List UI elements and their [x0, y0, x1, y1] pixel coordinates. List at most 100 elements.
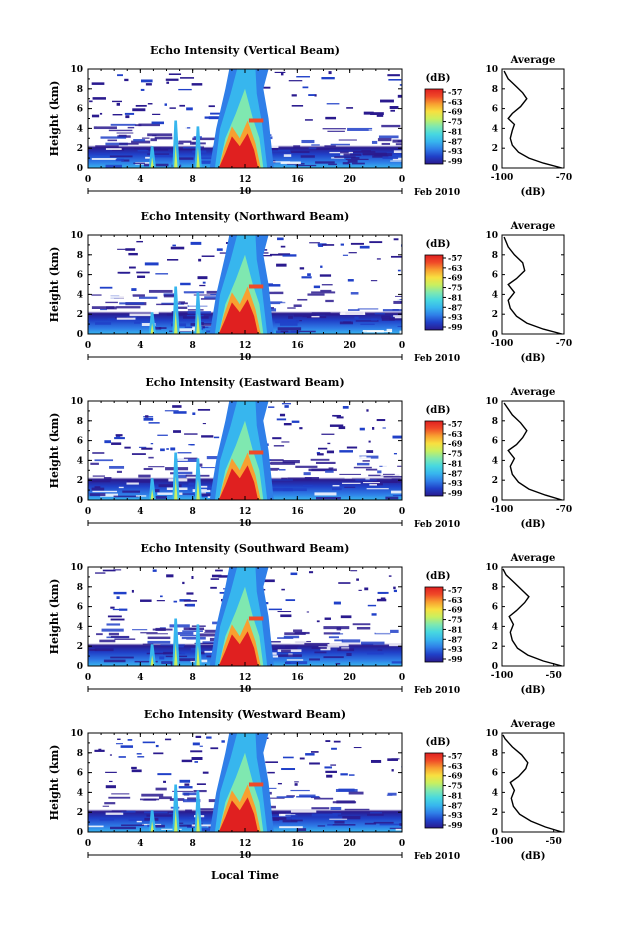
y-axis-label: Height (km): [48, 81, 61, 157]
avg-y-tick-label: 10: [485, 563, 498, 573]
colorbar-tick-label: -69: [448, 107, 463, 117]
colorbar-tick-label: -75: [448, 781, 462, 791]
x-tick-label: 8: [190, 839, 196, 849]
colorbar-tick-label: -75: [448, 449, 462, 459]
x-tick-label: 0: [85, 673, 91, 683]
y-tick-label: 0: [77, 496, 83, 506]
avg-x-tick-label: -70: [556, 339, 572, 349]
avg-x-label: (dB): [521, 353, 546, 364]
y-tick-label: 6: [77, 769, 83, 779]
average-profile-line: [503, 236, 563, 335]
y-tick-label: 0: [77, 828, 83, 838]
y-tick-label: 0: [77, 330, 83, 340]
colorbar-tick-label: -81: [448, 624, 462, 634]
x-tick-label: 0: [399, 507, 405, 517]
avg-y-tick-label: 6: [492, 769, 498, 779]
avg-x-tick-label: -70: [556, 505, 572, 515]
avg-x-tick-label: -100: [491, 837, 514, 847]
colorbar-tick-label: -75: [448, 615, 462, 625]
avg-y-tick-label: 8: [492, 417, 498, 427]
y-tick-label: 6: [77, 603, 83, 613]
y-tick-label: 8: [77, 85, 83, 95]
average-frame: [501, 732, 565, 833]
heatmap-field: [88, 733, 402, 832]
y-tick-label: 4: [77, 124, 83, 134]
colorbar-tick-label: -63: [448, 761, 463, 771]
colorbar-tick-label: -99: [448, 654, 463, 664]
avg-y-tick-label: 4: [492, 788, 498, 798]
y-tick-label: 0: [77, 662, 83, 672]
y-tick-label: 10: [70, 563, 83, 573]
panel-2: Echo Intensity (Northward Beam) 0 2 4 6 8 10 He…: [48, 210, 572, 364]
colorbar-tick-label: -93: [448, 644, 463, 654]
heatmap-title: Echo Intensity (Eastward Beam): [145, 376, 344, 389]
x-tick-label: 12: [239, 507, 252, 517]
x-axis-label: Local Time: [211, 869, 279, 882]
y-tick-label: 0: [77, 164, 83, 174]
x-tick-label: 0: [85, 175, 91, 185]
average-title: Average: [510, 387, 556, 398]
x-tick-label: 0: [85, 507, 91, 517]
x-tick-label: 8: [190, 341, 196, 351]
heatmap-title: Echo Intensity (Southward Beam): [141, 542, 350, 555]
avg-y-tick-label: 4: [492, 456, 498, 466]
x-tick-label: 12: [239, 175, 252, 185]
colorbar-tick-label: -87: [448, 800, 462, 810]
colorbar-tick-label: -93: [448, 146, 463, 156]
x-tick-label: 8: [190, 507, 196, 517]
date-label: Feb 2010: [414, 686, 460, 696]
heatmap-field: [88, 567, 402, 666]
avg-y-tick-label: 6: [492, 437, 498, 447]
avg-y-tick-label: 6: [492, 603, 498, 613]
colorbar-unit: (dB): [426, 405, 451, 416]
colorbar-unit: (dB): [426, 239, 451, 250]
colorbar-tick-label: -69: [448, 273, 463, 283]
colorbar: [424, 254, 444, 331]
avg-x-label: (dB): [521, 519, 546, 530]
colorbar-unit: (dB): [426, 737, 451, 748]
colorbar-tick-label: -93: [448, 312, 463, 322]
x-tick-label: 8: [190, 175, 196, 185]
day-label: 10: [239, 353, 252, 363]
heatmap-field: [88, 401, 402, 500]
x-tick-label: 20: [343, 341, 356, 351]
y-tick-label: 6: [77, 105, 83, 115]
avg-y-tick-label: 2: [492, 476, 498, 486]
x-tick-label: 16: [291, 839, 304, 849]
y-tick-label: 8: [77, 417, 83, 427]
y-tick-label: 6: [77, 437, 83, 447]
date-label: Feb 2010: [414, 852, 460, 862]
x-tick-label: 8: [190, 673, 196, 683]
avg-y-tick-label: 2: [492, 310, 498, 320]
avg-y-tick-label: 8: [492, 251, 498, 261]
avg-x-tick-label: -100: [491, 671, 514, 681]
avg-y-tick-label: 10: [485, 231, 498, 241]
x-tick-label: 0: [85, 839, 91, 849]
avg-x-label: (dB): [521, 685, 546, 696]
avg-y-tick-label: 10: [485, 397, 498, 407]
average-profile-line: [503, 70, 563, 169]
average-profile-line: [502, 568, 563, 667]
day-label: 10: [239, 851, 252, 861]
colorbar-tick-label: -99: [448, 156, 463, 166]
x-tick-label: 0: [399, 341, 405, 351]
average-title: Average: [510, 719, 556, 730]
x-tick-label: 0: [399, 175, 405, 185]
y-tick-label: 10: [70, 729, 83, 739]
colorbar-tick-label: -57: [448, 585, 462, 595]
avg-x-label: (dB): [521, 187, 546, 198]
x-tick-label: 4: [137, 673, 143, 683]
colorbar-tick-label: -69: [448, 605, 463, 615]
date-label: Feb 2010: [414, 188, 460, 198]
x-tick-label: 0: [85, 341, 91, 351]
average-title: Average: [510, 221, 556, 232]
colorbar-tick-label: -57: [448, 87, 462, 97]
y-tick-label: 10: [70, 231, 83, 241]
avg-x-tick-label: -100: [491, 173, 514, 183]
y-tick-label: 2: [77, 144, 83, 154]
x-tick-label: 16: [291, 175, 304, 185]
avg-y-tick-label: 8: [492, 583, 498, 593]
colorbar: [424, 420, 444, 497]
avg-y-tick-label: 8: [492, 85, 498, 95]
